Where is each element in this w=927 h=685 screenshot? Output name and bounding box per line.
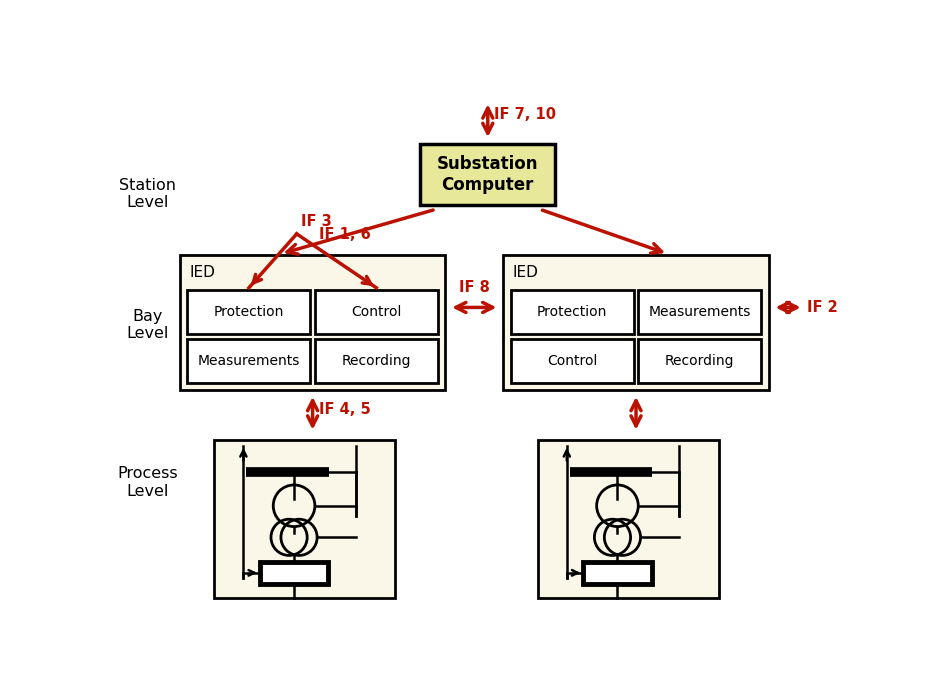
Text: IF 7, 10: IF 7, 10 [494,107,556,122]
Text: IF 2: IF 2 [807,300,838,315]
Bar [315,338,438,382]
Text: Measurements: Measurements [649,305,751,319]
Bar [503,256,768,390]
Text: Recording: Recording [341,353,411,368]
Text: IED: IED [189,264,215,279]
Bar [214,440,396,598]
Bar [639,290,761,334]
Bar [187,290,311,334]
Text: Measurements: Measurements [197,353,300,368]
Bar [421,144,555,206]
Bar [538,440,718,598]
Text: Process
Level: Process Level [117,466,178,499]
Bar [511,338,634,382]
Text: IF 3: IF 3 [300,214,331,229]
Bar [639,338,761,382]
Bar [260,562,328,584]
Bar [511,290,634,334]
Bar [583,562,652,584]
Text: IF 8: IF 8 [459,280,489,295]
Text: IF 4, 5: IF 4, 5 [319,402,371,417]
Text: Station
Level: Station Level [119,177,176,210]
Bar [315,290,438,334]
Bar [180,256,446,390]
Text: IF 1, 6: IF 1, 6 [320,227,371,242]
Text: IED: IED [513,264,539,279]
Text: Control: Control [547,353,598,368]
Text: Bay
Level: Bay Level [126,308,169,341]
Text: Recording: Recording [665,353,734,368]
Bar [187,338,311,382]
Text: Protection: Protection [537,305,607,319]
Text: Control: Control [351,305,401,319]
Text: Substation
Computer: Substation Computer [437,155,539,194]
Text: Protection: Protection [214,305,284,319]
